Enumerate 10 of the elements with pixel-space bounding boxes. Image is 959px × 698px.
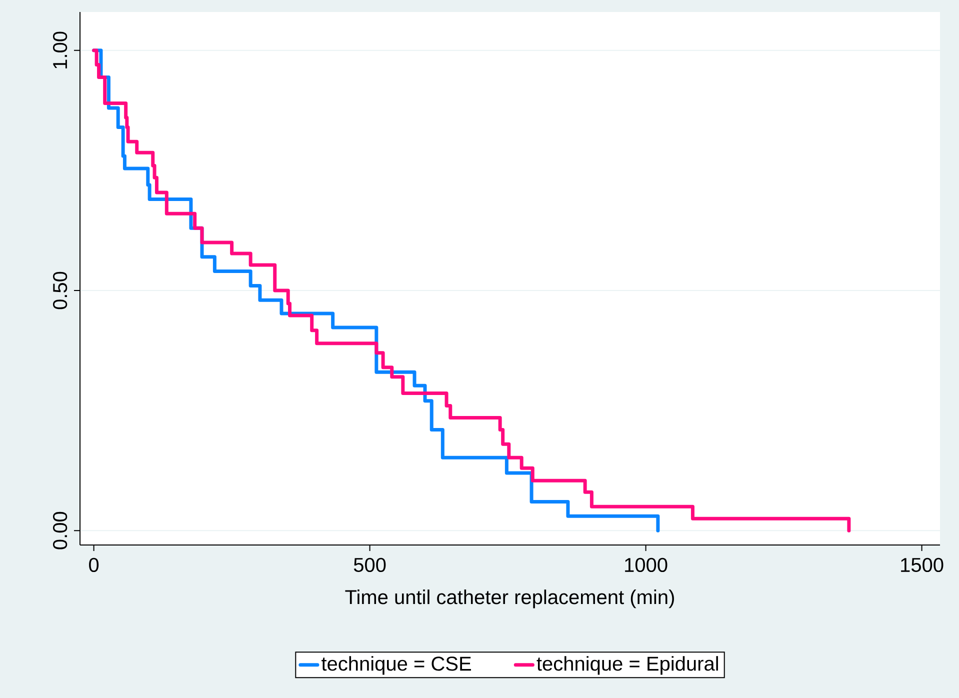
legend-label: technique = CSE	[322, 656, 471, 675]
legend-label: technique = Epidural	[536, 656, 718, 675]
x-axis-title: Time until catheter replacement (min)	[345, 590, 674, 608]
y-tick-label: 0.00	[52, 512, 68, 550]
y-tick-label: 0.50	[52, 272, 68, 310]
x-tick-label: 1500	[901, 558, 944, 572]
x-tick-label: 500	[354, 558, 386, 572]
x-tick-label: 0	[89, 558, 99, 572]
x-tick-label: 1000	[625, 558, 668, 572]
y-tick-label: 1.00	[52, 32, 68, 68]
